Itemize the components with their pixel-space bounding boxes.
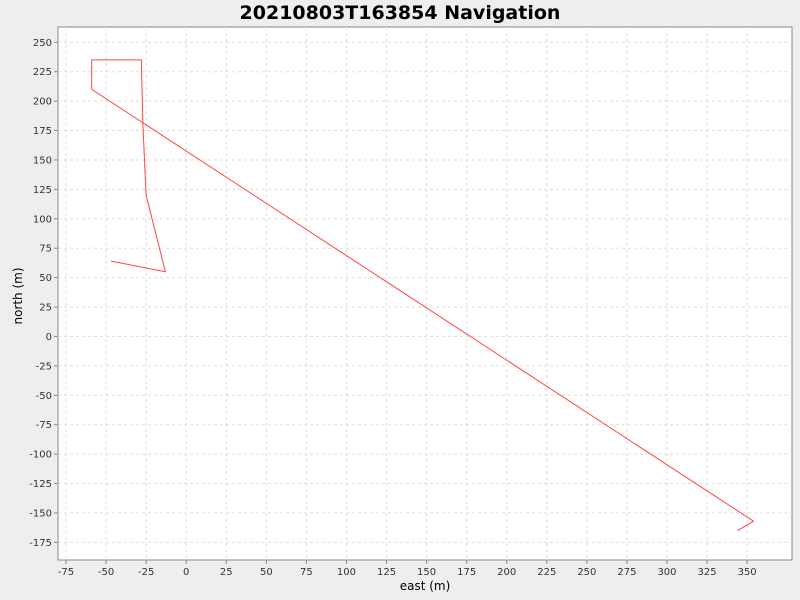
grid-lines xyxy=(58,27,792,560)
plot-area xyxy=(57,26,793,561)
y-tick-label: -175 xyxy=(29,538,52,549)
x-tick-label: 325 xyxy=(698,567,717,578)
x-tick-label: 300 xyxy=(657,567,676,578)
x-tick-label: 150 xyxy=(417,567,436,578)
x-tick-label: 100 xyxy=(337,567,356,578)
x-tick-label: 75 xyxy=(300,567,313,578)
y-tick-label: 25 xyxy=(39,303,52,314)
y-axis-label: north (m) xyxy=(11,267,25,324)
y-tick-label: -50 xyxy=(36,391,52,402)
x-tick-label: 25 xyxy=(220,567,233,578)
y-axis-ticks: 2502252001751501251007550250-25-50-75-10… xyxy=(29,38,58,549)
x-tick-label: 250 xyxy=(577,567,596,578)
x-tick-label: 175 xyxy=(457,567,476,578)
x-tick-label: 200 xyxy=(497,567,516,578)
x-tick-label: -25 xyxy=(138,567,154,578)
navigation-track-line xyxy=(91,59,755,532)
x-axis-label: east (m) xyxy=(400,579,451,593)
y-tick-label: -100 xyxy=(29,450,52,461)
y-tick-label: -125 xyxy=(29,479,52,490)
y-tick-label: 225 xyxy=(33,67,52,78)
y-tick-label: 150 xyxy=(33,155,52,166)
x-tick-label: 50 xyxy=(260,567,273,578)
y-tick-label: -75 xyxy=(36,420,52,431)
y-tick-label: 250 xyxy=(33,38,52,49)
x-axis-ticks: -75 -50 -25 0 25 50 75 100 125 150 175 200 225 250 275… xyxy=(58,560,757,578)
y-tick-label: 0 xyxy=(46,332,52,343)
y-tick-label: 50 xyxy=(39,273,52,284)
y-tick-label: 75 xyxy=(39,244,52,255)
series-layer xyxy=(91,59,755,532)
x-tick-label: 0 xyxy=(183,567,189,578)
chart-title: 20210803T163854 Navigation xyxy=(240,2,561,24)
x-tick-label: 350 xyxy=(738,567,757,578)
y-tick-label: 100 xyxy=(33,214,52,225)
y-tick-label: -150 xyxy=(29,508,52,519)
y-tick-label: 125 xyxy=(33,185,52,196)
x-tick-label: 275 xyxy=(617,567,636,578)
x-tick-label: 125 xyxy=(377,567,396,578)
x-tick-label: -50 xyxy=(98,567,114,578)
y-tick-label: 175 xyxy=(33,126,52,137)
y-tick-label: -25 xyxy=(36,361,52,372)
y-tick-label: 200 xyxy=(33,97,52,108)
x-tick-label: 225 xyxy=(537,567,556,578)
x-tick-label: -75 xyxy=(58,567,74,578)
